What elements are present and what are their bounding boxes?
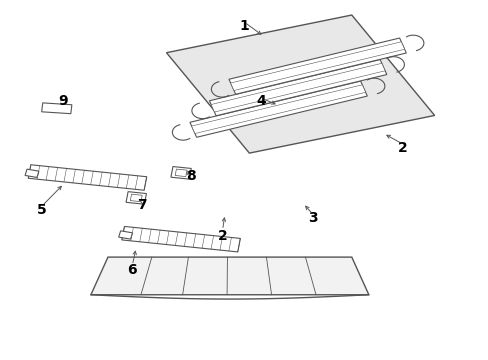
- Polygon shape: [130, 194, 142, 202]
- Polygon shape: [211, 63, 385, 112]
- Polygon shape: [28, 165, 146, 190]
- Text: 2: 2: [217, 229, 227, 243]
- Polygon shape: [191, 85, 365, 134]
- Text: 8: 8: [185, 170, 195, 183]
- Text: 3: 3: [307, 211, 317, 225]
- Text: 1: 1: [239, 19, 249, 33]
- Polygon shape: [126, 192, 146, 204]
- Text: 5: 5: [37, 203, 47, 217]
- Polygon shape: [119, 231, 132, 239]
- Polygon shape: [91, 257, 368, 295]
- Polygon shape: [175, 169, 186, 176]
- Text: 2: 2: [397, 141, 407, 155]
- Polygon shape: [25, 169, 39, 177]
- Polygon shape: [41, 103, 72, 114]
- Polygon shape: [230, 42, 404, 90]
- Polygon shape: [171, 167, 191, 179]
- Text: 7: 7: [137, 198, 146, 212]
- Polygon shape: [122, 226, 240, 252]
- Text: 4: 4: [256, 94, 266, 108]
- Polygon shape: [189, 81, 366, 137]
- Polygon shape: [166, 15, 434, 153]
- Text: 6: 6: [127, 263, 137, 276]
- Text: 9: 9: [58, 94, 68, 108]
- Polygon shape: [228, 38, 406, 94]
- Polygon shape: [209, 59, 386, 116]
